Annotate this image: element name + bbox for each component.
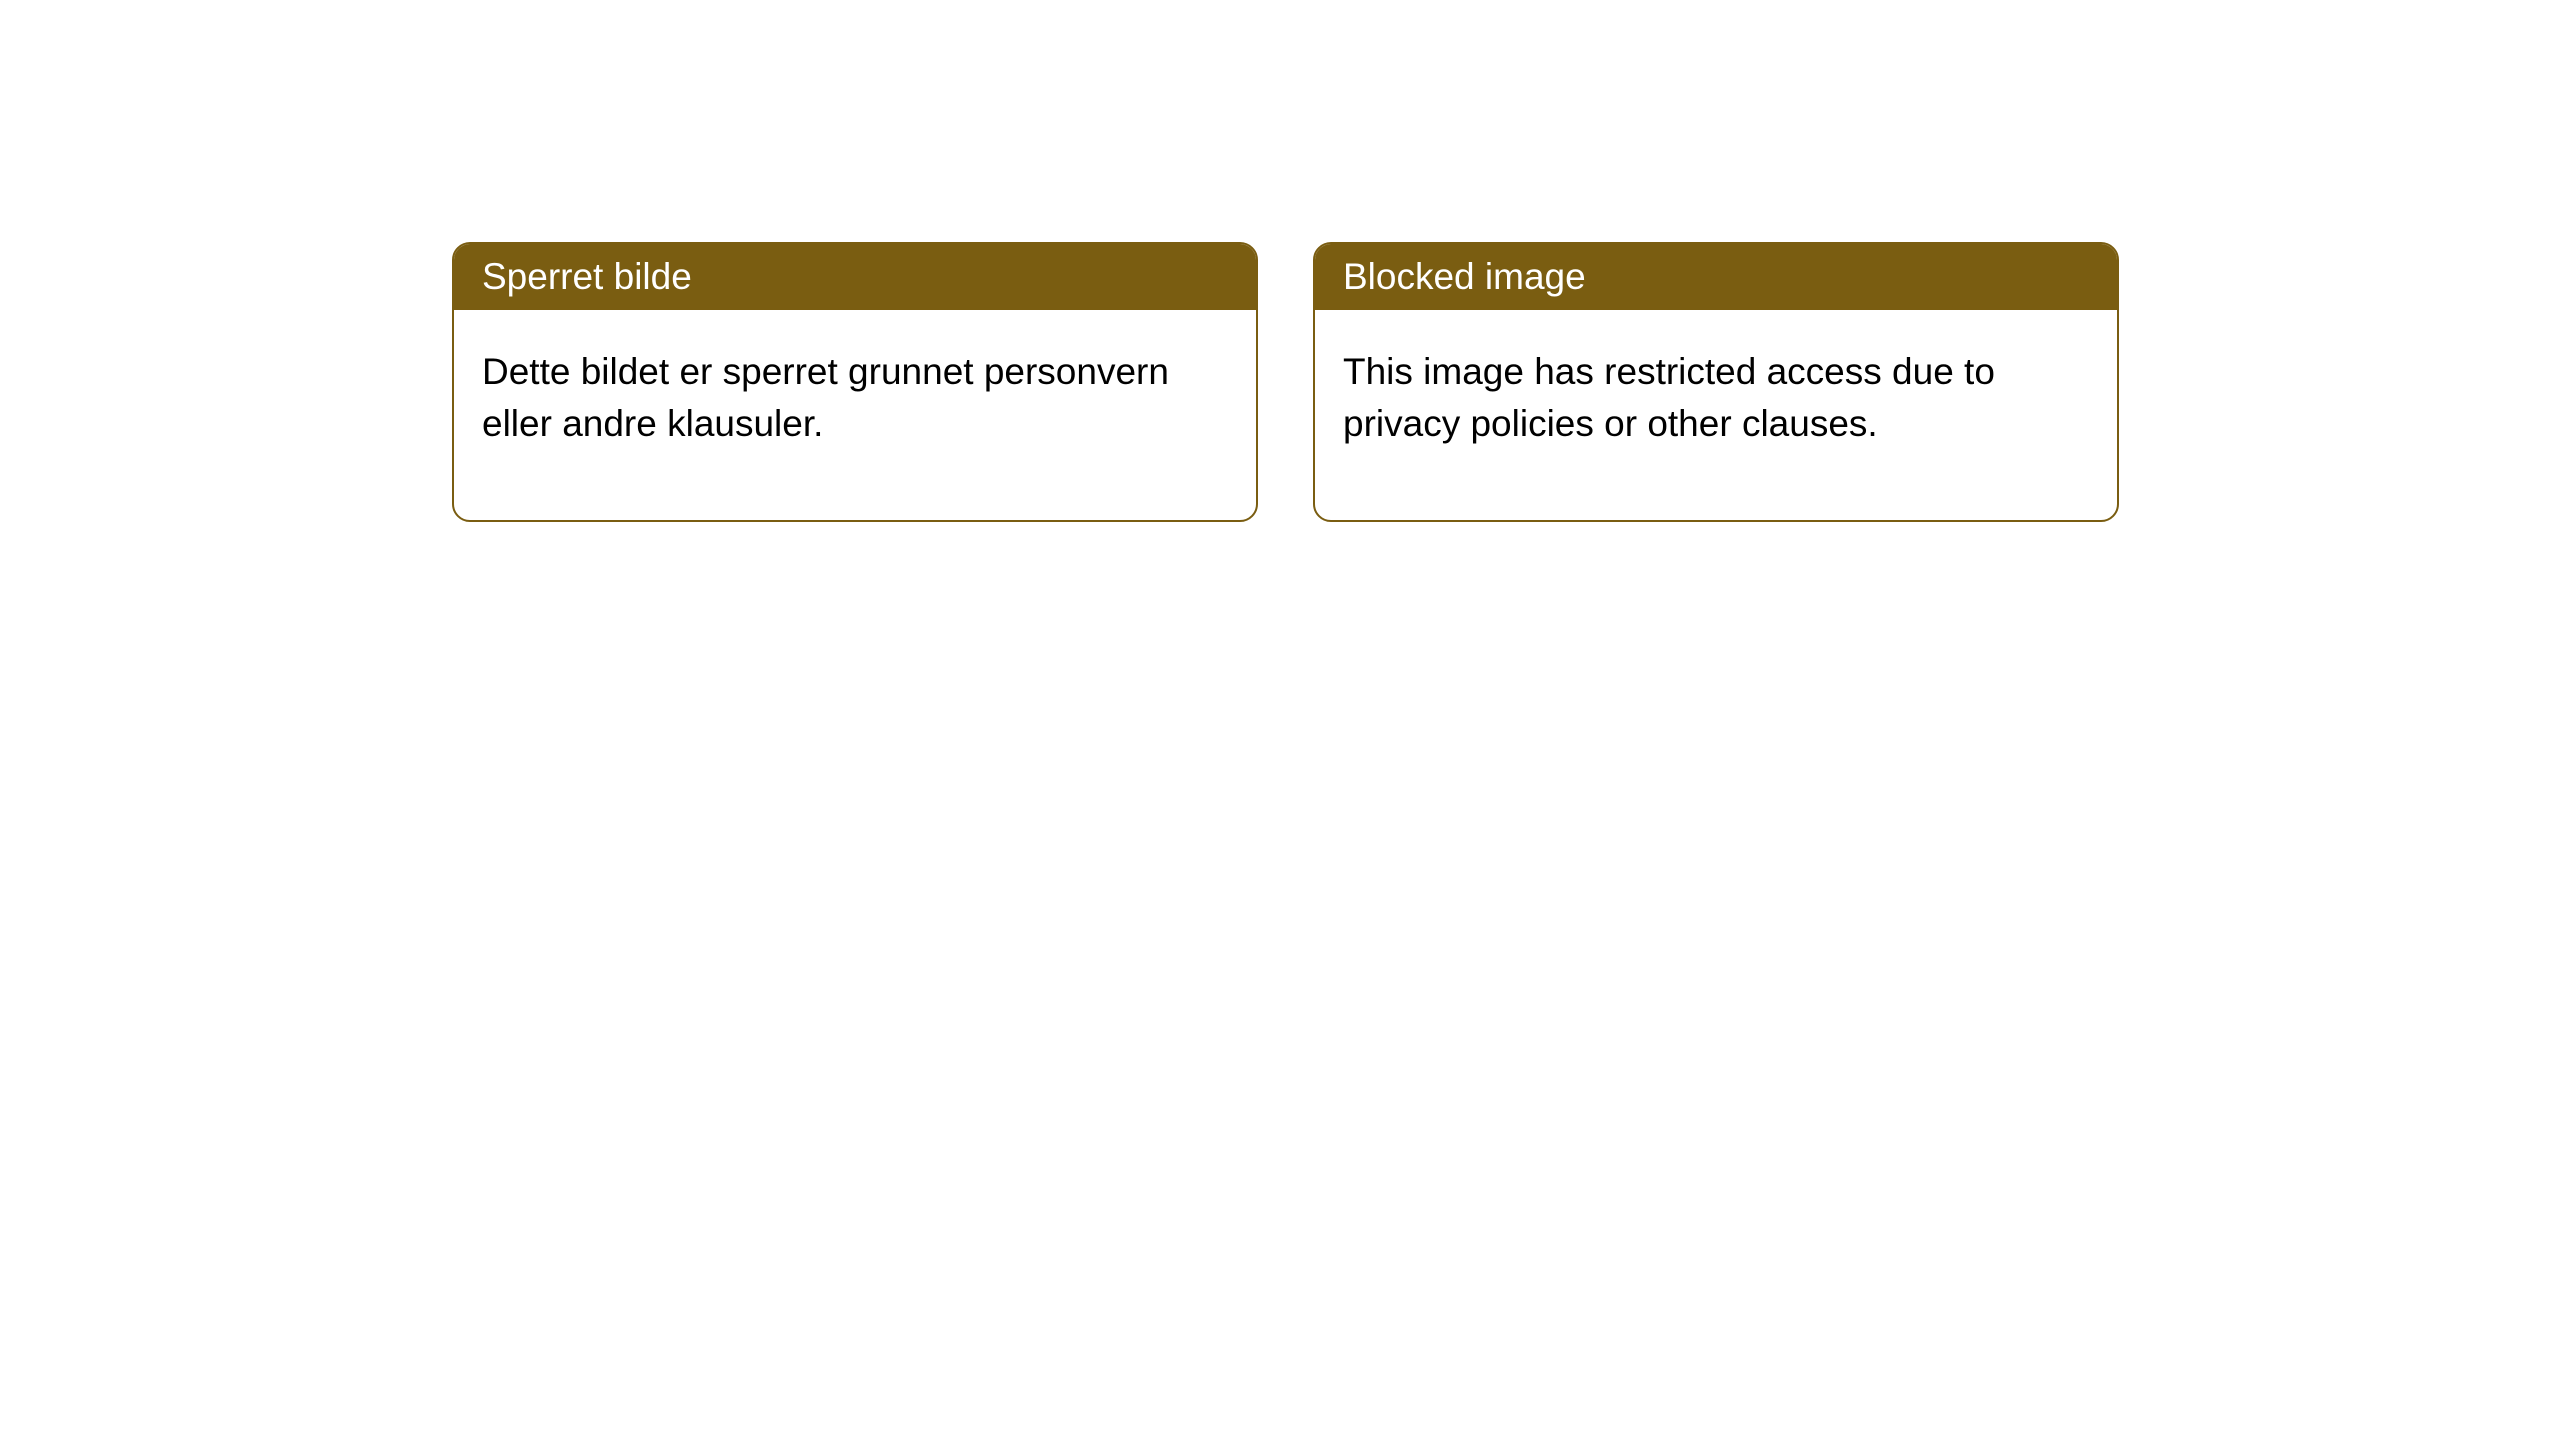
- card-header: Sperret bilde: [454, 244, 1256, 310]
- card-body: This image has restricted access due to …: [1315, 310, 2117, 520]
- card-header: Blocked image: [1315, 244, 2117, 310]
- blocked-image-card-en: Blocked image This image has restricted …: [1313, 242, 2119, 522]
- card-body: Dette bildet er sperret grunnet personve…: [454, 310, 1256, 520]
- blocked-image-card-no: Sperret bilde Dette bildet er sperret gr…: [452, 242, 1258, 522]
- blocked-image-cards: Sperret bilde Dette bildet er sperret gr…: [452, 242, 2560, 522]
